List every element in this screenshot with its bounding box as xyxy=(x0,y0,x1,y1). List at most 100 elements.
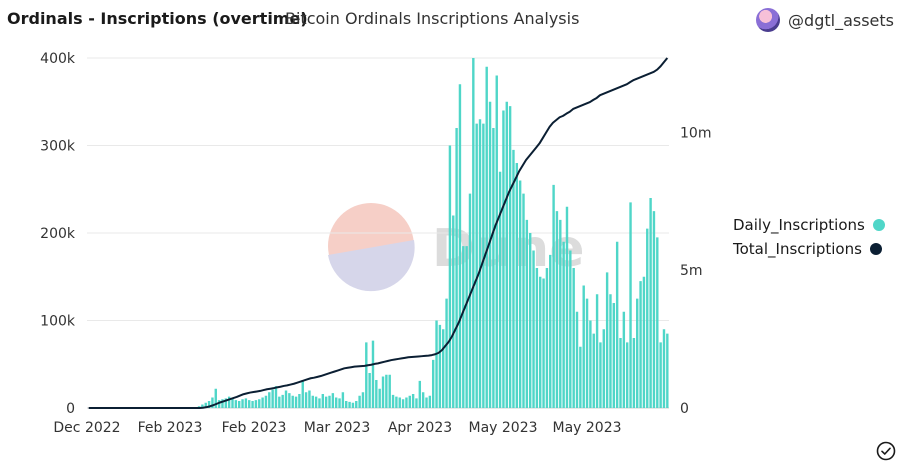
bar[interactable] xyxy=(612,303,616,408)
bar[interactable] xyxy=(448,145,452,409)
bar[interactable] xyxy=(559,219,562,409)
bar[interactable] xyxy=(351,402,355,408)
bar[interactable] xyxy=(495,75,498,409)
bar[interactable] xyxy=(294,396,298,409)
bar[interactable] xyxy=(385,374,388,408)
bar[interactable] xyxy=(401,399,405,408)
bar[interactable] xyxy=(415,398,418,409)
bar[interactable] xyxy=(565,206,569,408)
bar[interactable] xyxy=(508,106,512,409)
bar[interactable] xyxy=(298,394,301,408)
bar[interactable] xyxy=(525,219,529,409)
bar[interactable] xyxy=(338,398,341,409)
bar[interactable] xyxy=(639,281,642,409)
bar[interactable] xyxy=(585,298,589,409)
bar[interactable] xyxy=(227,396,231,409)
bar[interactable] xyxy=(375,380,378,408)
bar[interactable] xyxy=(512,149,515,409)
bar[interactable] xyxy=(518,180,522,409)
bar[interactable] xyxy=(649,198,652,408)
bar[interactable] xyxy=(311,395,314,408)
bar[interactable] xyxy=(579,346,582,408)
bar[interactable] xyxy=(478,119,482,408)
bar[interactable] xyxy=(268,392,271,408)
bar[interactable] xyxy=(659,342,662,409)
bar[interactable] xyxy=(314,396,318,409)
bar[interactable] xyxy=(301,380,304,408)
bar[interactable] xyxy=(555,211,559,409)
bar[interactable] xyxy=(388,374,391,408)
bar[interactable] xyxy=(251,401,254,408)
bar[interactable] xyxy=(666,333,669,409)
bar[interactable] xyxy=(365,342,368,409)
bar[interactable] xyxy=(241,399,244,408)
author-link[interactable]: @dgtl_assets xyxy=(756,7,894,33)
bar[interactable] xyxy=(629,202,632,409)
legend-item-total[interactable]: Total_Inscriptions xyxy=(733,237,885,261)
bar[interactable] xyxy=(281,394,284,409)
bar[interactable] xyxy=(562,241,565,408)
bar[interactable] xyxy=(348,401,351,409)
bar[interactable] xyxy=(411,394,415,408)
bar[interactable] xyxy=(505,101,508,408)
bar[interactable] xyxy=(371,340,375,409)
bar[interactable] xyxy=(615,241,619,408)
total-inscriptions-line[interactable] xyxy=(88,57,669,409)
bar[interactable] xyxy=(341,392,345,408)
bar[interactable] xyxy=(224,398,228,409)
bar[interactable] xyxy=(368,373,371,408)
bar[interactable] xyxy=(221,399,224,408)
bar[interactable] xyxy=(405,397,408,409)
bar[interactable] xyxy=(515,163,519,408)
bar[interactable] xyxy=(589,320,592,409)
bar[interactable] xyxy=(261,397,264,409)
bar[interactable] xyxy=(458,84,462,408)
bar[interactable] xyxy=(258,399,261,408)
bar[interactable] xyxy=(237,401,241,408)
bar[interactable] xyxy=(652,211,656,409)
bar[interactable] xyxy=(334,397,338,409)
bar[interactable] xyxy=(545,268,549,408)
bar[interactable] xyxy=(595,294,599,408)
bar[interactable] xyxy=(308,390,311,409)
bar[interactable] xyxy=(254,400,258,409)
check-circle-icon[interactable] xyxy=(876,441,896,461)
bar[interactable] xyxy=(355,401,358,408)
bar[interactable] xyxy=(482,123,485,409)
bar[interactable] xyxy=(542,278,545,409)
bar[interactable] xyxy=(324,396,328,409)
bar[interactable] xyxy=(274,386,278,409)
bar[interactable] xyxy=(662,329,666,408)
bar[interactable] xyxy=(609,294,612,408)
bar[interactable] xyxy=(214,388,217,408)
bar[interactable] xyxy=(435,320,438,409)
bar[interactable] xyxy=(207,401,211,408)
bar[interactable] xyxy=(656,237,659,409)
bar[interactable] xyxy=(465,246,468,409)
bar[interactable] xyxy=(569,250,572,409)
bar[interactable] xyxy=(231,398,234,409)
bar[interactable] xyxy=(425,397,428,409)
bar[interactable] xyxy=(395,396,398,409)
bar[interactable] xyxy=(318,398,321,409)
bar[interactable] xyxy=(211,397,214,409)
bar[interactable] xyxy=(492,128,495,408)
bar[interactable] xyxy=(345,401,348,408)
bar[interactable] xyxy=(271,389,274,409)
bar[interactable] xyxy=(552,184,555,408)
bar[interactable] xyxy=(488,101,492,408)
bar[interactable] xyxy=(428,395,432,408)
bar[interactable] xyxy=(328,395,331,408)
bar[interactable] xyxy=(291,395,294,408)
bar[interactable] xyxy=(472,58,475,408)
bar[interactable] xyxy=(485,66,488,408)
bar[interactable] xyxy=(217,400,221,409)
bar[interactable] xyxy=(431,359,435,409)
bar[interactable] xyxy=(592,333,595,409)
bar[interactable] xyxy=(602,329,605,408)
bar[interactable] xyxy=(528,233,532,408)
bar[interactable] xyxy=(278,396,281,409)
bar[interactable] xyxy=(442,329,445,408)
bar[interactable] xyxy=(642,276,646,408)
bar[interactable] xyxy=(549,254,552,409)
